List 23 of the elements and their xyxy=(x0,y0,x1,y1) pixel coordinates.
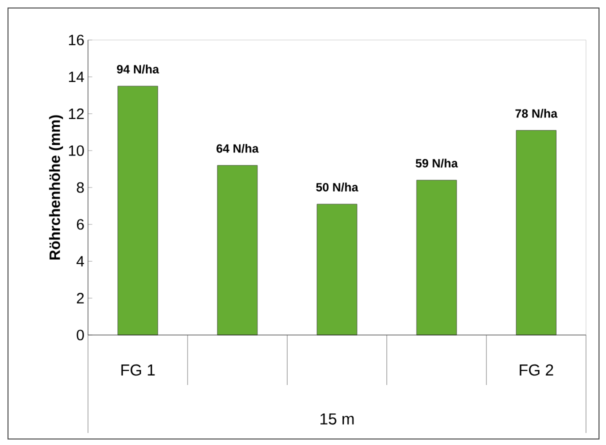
annotation: 50 N/ha xyxy=(316,182,358,192)
bar xyxy=(217,165,258,336)
y-tick-label: 4 xyxy=(76,256,84,266)
x-tick-label: FG 1 xyxy=(121,364,155,376)
bar xyxy=(416,180,457,336)
y-tick-label: 14 xyxy=(69,72,84,82)
bar xyxy=(316,204,358,336)
annotation: 94 N/ha xyxy=(116,64,160,74)
y-tick-label: 8 xyxy=(76,182,84,193)
x-axis-title: 15 m xyxy=(320,413,354,425)
y-tick-label: 6 xyxy=(76,219,84,230)
bar xyxy=(118,86,158,336)
y-tick-label: 2 xyxy=(76,292,84,304)
bar xyxy=(516,130,556,336)
y-tick-label: 10 xyxy=(69,145,84,156)
y-axis-title: Röhrchenhöhe (mm) xyxy=(49,115,64,260)
y-tick-label: 0 xyxy=(76,330,84,340)
x-tick-label: FG 2 xyxy=(520,364,554,376)
annotation: 78 N/ha xyxy=(515,108,558,118)
annotation: 59 N/ha xyxy=(416,158,458,168)
y-tick-label: 12 xyxy=(69,108,84,119)
y-tick-label: 16 xyxy=(69,34,84,46)
annotation: 64 N/ha xyxy=(216,144,259,153)
